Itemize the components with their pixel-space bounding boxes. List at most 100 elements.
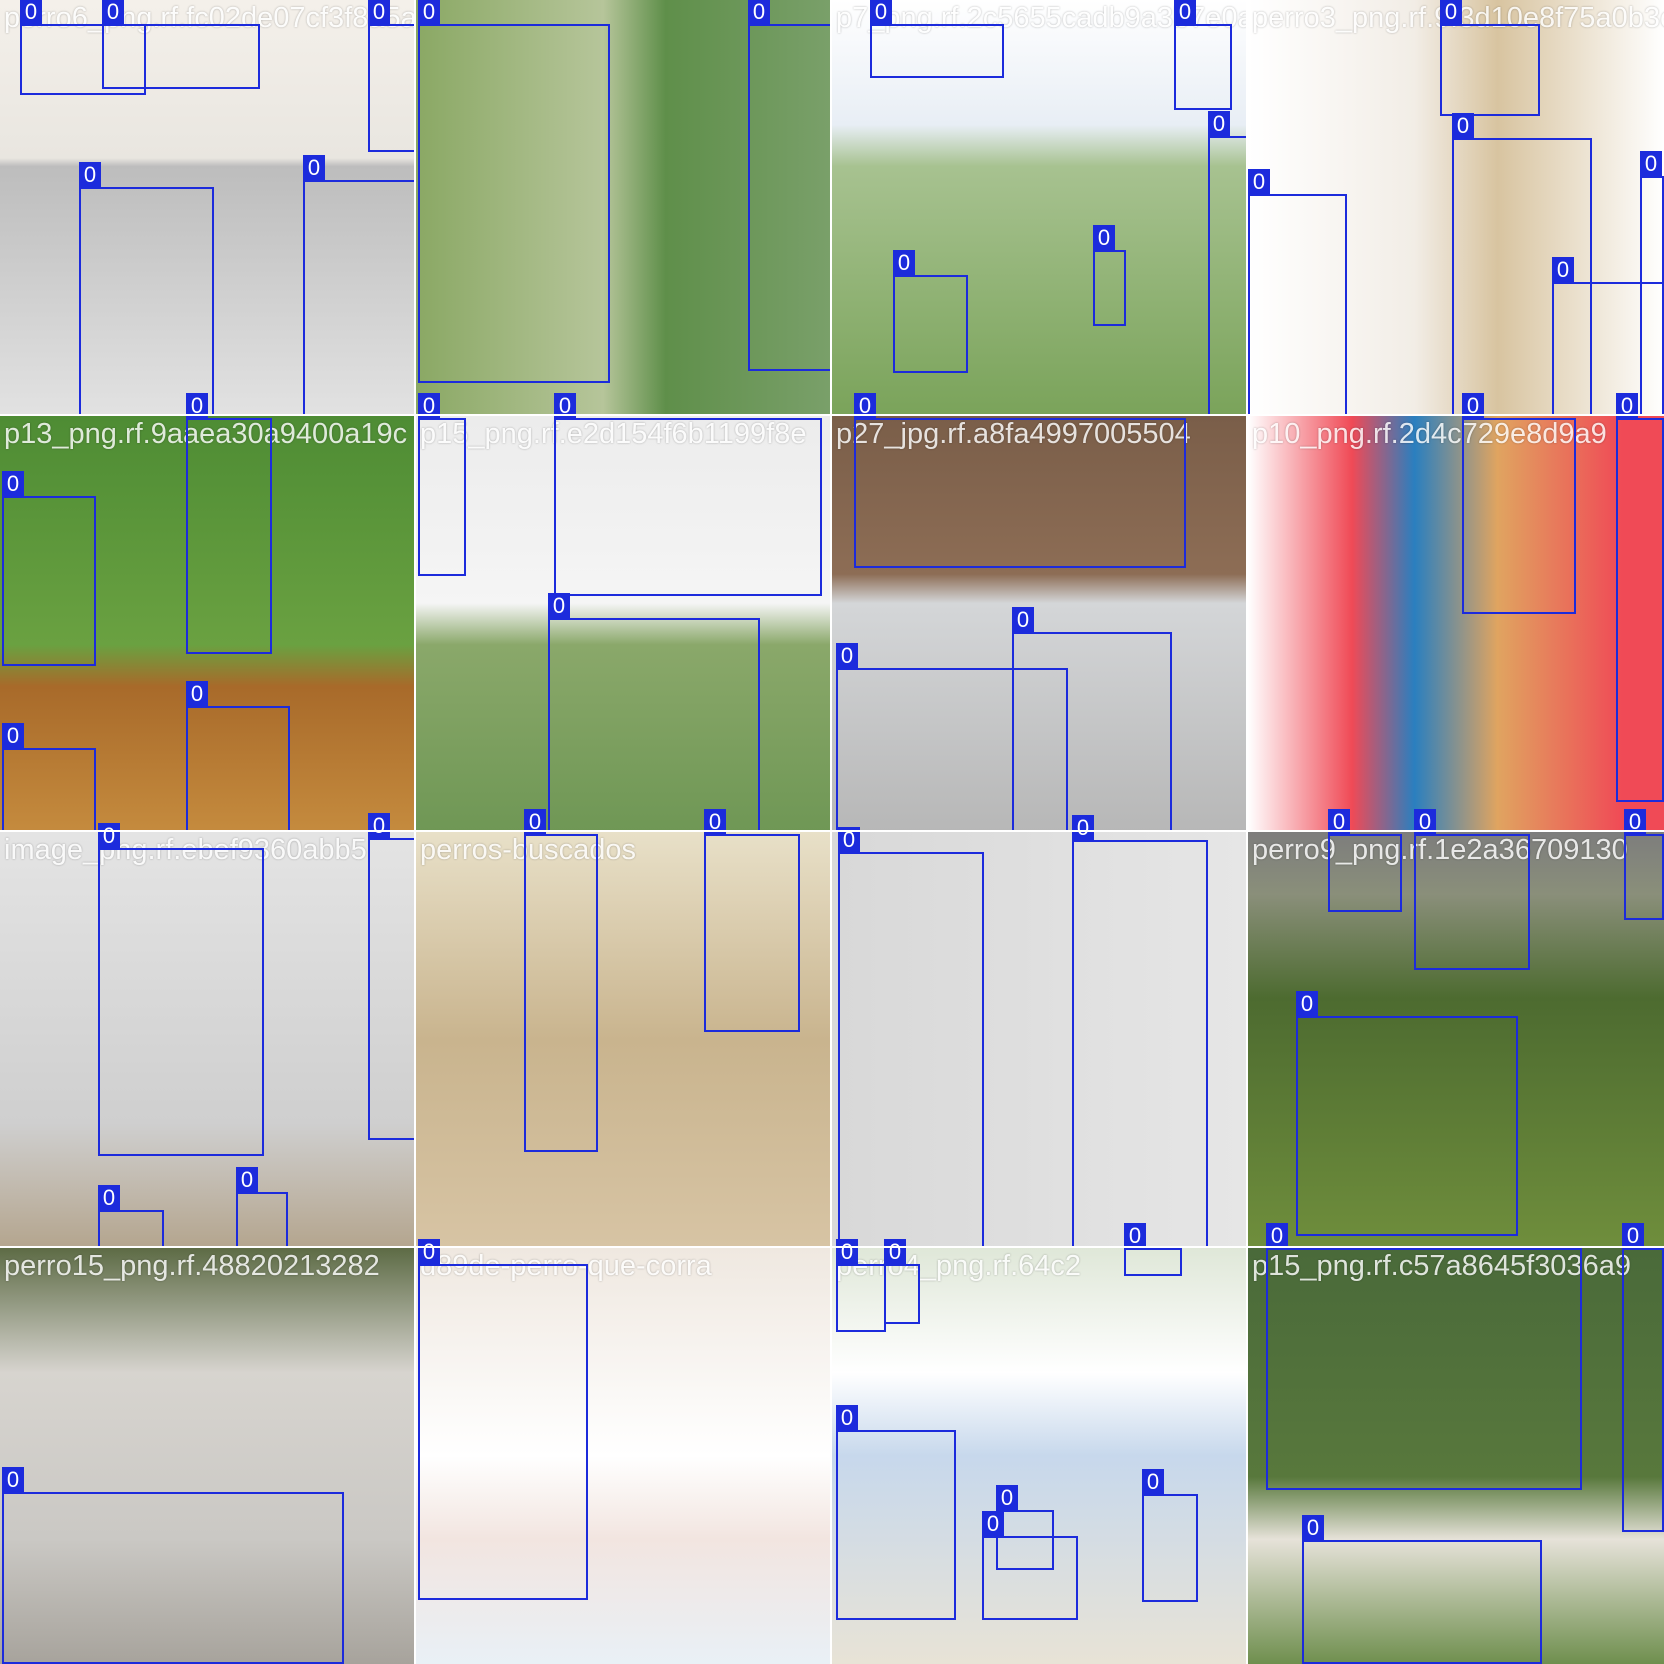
class-id-tag: 0 <box>1622 1223 1644 1249</box>
class-id-tag: 0 <box>1208 111 1230 137</box>
tile-separator <box>0 1246 1664 1248</box>
class-id-tag: 0 <box>98 1185 120 1211</box>
dog-bounding-box: 0 <box>1622 1223 1664 1532</box>
class-id-tag: 0 <box>893 250 915 276</box>
class-id-tag: 0 <box>418 1239 440 1265</box>
dog-bounding-box: 0 <box>418 1239 588 1600</box>
dog-bounding-box: 0 <box>418 393 466 576</box>
class-id-tag: 0 <box>2 471 24 497</box>
dog-bounding-box: 0 <box>1440 0 1540 116</box>
mosaic-tile: p10_png.rf.2d4c729e8d9a9 <box>1248 416 1664 832</box>
dog-bounding-box: 0 <box>554 393 822 596</box>
class-id-tag: 0 <box>1462 393 1484 419</box>
class-id-tag: 0 <box>524 809 546 835</box>
class-id-tag: 0 <box>548 593 570 619</box>
dog-bounding-box: 0 <box>186 681 290 832</box>
dog-bounding-box: 0 <box>186 393 272 654</box>
dog-bounding-box: 0 <box>870 0 1004 78</box>
mosaic-tile <box>416 0 832 416</box>
dog-bounding-box: 0 <box>893 250 968 373</box>
class-id-tag: 0 <box>996 1485 1018 1511</box>
class-id-tag: 0 <box>1624 809 1646 835</box>
class-id-tag: 0 <box>1174 0 1196 25</box>
dog-bounding-box: 0 <box>1093 225 1126 326</box>
class-id-tag: 0 <box>1440 0 1462 25</box>
class-id-tag: 0 <box>1012 607 1034 633</box>
class-id-tag: 0 <box>1248 169 1270 195</box>
dog-bounding-box: 0 <box>836 1239 886 1332</box>
dog-bounding-box: 0 <box>854 393 1186 568</box>
class-id-tag: 0 <box>2 723 24 749</box>
dog-bounding-box: 0 <box>1072 815 1208 1248</box>
dog-bounding-box: 0 <box>1640 151 1664 416</box>
class-id-tag: 0 <box>1302 1515 1324 1541</box>
dog-bounding-box: 0 <box>303 155 416 416</box>
tile-separator <box>414 0 416 1664</box>
dog-bounding-box: 0 <box>996 1485 1054 1570</box>
class-id-tag: 0 <box>704 809 726 835</box>
class-id-tag: 0 <box>836 1405 858 1431</box>
class-id-tag: 0 <box>836 643 858 669</box>
class-id-tag: 0 <box>838 827 860 853</box>
dog-bounding-box: 0 <box>1452 113 1592 416</box>
class-id-tag: 0 <box>854 393 876 419</box>
dog-bounding-box: 0 <box>1248 169 1347 416</box>
class-id-tag: 0 <box>1266 1223 1288 1249</box>
mosaic-tile: perros-buscados <box>416 832 832 1248</box>
class-id-tag: 0 <box>20 0 42 25</box>
dog-bounding-box: 0 <box>1414 809 1530 970</box>
class-id-tag: 0 <box>884 1239 906 1265</box>
class-id-tag: 0 <box>1142 1469 1164 1495</box>
class-id-tag: 0 <box>554 393 576 419</box>
tile-separator <box>0 414 1664 416</box>
dog-bounding-box: 0 <box>368 813 416 1140</box>
class-id-tag: 0 <box>102 0 124 25</box>
dog-bounding-box: 0 <box>79 162 214 416</box>
dog-bounding-box: 0 <box>1124 1223 1182 1276</box>
class-id-tag: 0 <box>982 1511 1004 1537</box>
dog-bounding-box: 0 <box>368 0 416 152</box>
class-id-tag: 0 <box>368 813 390 839</box>
dog-bounding-box: 0 <box>98 823 264 1156</box>
class-id-tag: 0 <box>1124 1223 1146 1249</box>
dog-bounding-box: 0 <box>1266 1223 1582 1490</box>
tile-separator <box>0 830 1664 832</box>
class-id-tag: 0 <box>418 393 440 419</box>
dog-bounding-box: 0 <box>1616 393 1664 802</box>
class-id-tag: 0 <box>98 823 120 849</box>
class-id-tag: 0 <box>1093 225 1115 251</box>
dog-bounding-box: 0 <box>236 1167 288 1248</box>
class-id-tag: 0 <box>1616 393 1638 419</box>
class-id-tag: 0 <box>1414 809 1436 835</box>
mosaic-tile <box>832 832 1248 1248</box>
class-id-tag: 0 <box>236 1167 258 1193</box>
dog-bounding-box: 0 <box>524 809 598 1152</box>
class-id-tag: 0 <box>1552 257 1574 283</box>
dog-bounding-box: 0 <box>20 0 146 95</box>
class-id-tag: 0 <box>303 155 325 181</box>
dog-bounding-box: 0 <box>2 471 96 666</box>
dog-bounding-box: 0 <box>836 1405 956 1620</box>
class-id-tag: 0 <box>418 0 440 25</box>
class-id-tag: 0 <box>1640 151 1662 177</box>
class-id-tag: 0 <box>2 1467 24 1493</box>
tile-filename: perro15_png.rf.48820213282 <box>4 1250 380 1282</box>
class-id-tag: 0 <box>1328 809 1350 835</box>
dog-bounding-box: 0 <box>1012 607 1172 832</box>
dog-bounding-box: 0 <box>1174 0 1232 110</box>
dog-bounding-box: 0 <box>748 0 832 371</box>
dog-bounding-box: 0 <box>838 827 984 1248</box>
dog-bounding-box: 0 <box>418 0 610 383</box>
class-id-tag: 0 <box>836 1239 858 1265</box>
class-id-tag: 0 <box>748 0 770 25</box>
mosaic-tile: perro4_png.rf.64c2 <box>832 1248 1248 1664</box>
dog-bounding-box: 0 <box>982 1511 1078 1620</box>
class-id-tag: 0 <box>870 0 892 25</box>
class-id-tag: 0 <box>186 393 208 419</box>
dog-bounding-box: 0 <box>2 723 96 832</box>
dog-bounding-box: 0 <box>1302 1515 1542 1664</box>
dog-bounding-box: 0 <box>98 1185 164 1248</box>
dog-bounding-box: 0 <box>1462 393 1576 614</box>
tile-separator <box>1246 0 1248 1664</box>
